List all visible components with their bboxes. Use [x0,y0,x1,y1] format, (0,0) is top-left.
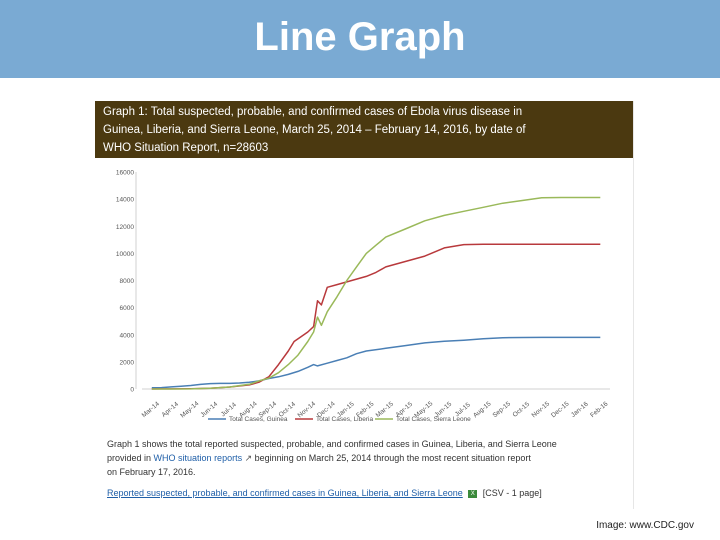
series-line-0 [151,336,601,389]
legend-label: Total Cases, Guinea [229,416,288,423]
y-tick-label: 12000 [116,224,134,231]
series-lines [151,196,601,390]
y-tick-label: 16000 [116,170,134,177]
download-row: Reported suspected, probable, and confir… [107,488,633,498]
x-tick-label: Feb-16 [589,400,610,419]
x-tick-label: Mar-14 [141,400,162,419]
who-situation-reports-link[interactable]: WHO situation reports [153,453,243,463]
y-tick-label: 2000 [120,359,135,366]
title-banner: Line Graph [0,0,720,78]
description-text-3: beginning on March 25, 2014 through the … [254,453,531,463]
graph-header-line-2: Guinea, Liberia, and Sierra Leone, March… [103,124,526,136]
graph-header: Graph 1: Total suspected, probable, and … [95,101,633,158]
x-tick-label: Mar-15 [375,400,396,419]
graph-panel: Graph 1: Total suspected, probable, and … [95,101,634,509]
ebola-line-chart: 0 2000 4000 6000 8000 10000 12000 14000 16000 Ma… [116,170,610,423]
x-tick-label: Oct-15 [512,401,532,419]
description-text-2: provided in [107,453,152,463]
y-tick-label: 4000 [120,332,135,339]
x-tick-label: Nov-15 [531,400,552,419]
graph-header-line-3: WHO Situation Report, n=28603 [103,142,269,154]
external-link-icon: ↗ [244,453,253,463]
graph-description: Graph 1 shows the total reported suspect… [107,437,633,479]
x-tick-label: Jun-14 [199,401,219,419]
x-tick-label: Dec-15 [550,400,571,419]
cases-data-download-link[interactable]: Reported suspected, probable, and confir… [107,488,463,498]
y-tick-label: 14000 [116,197,134,204]
x-tick-label: Sep-15 [492,400,513,419]
y-tick-label: 0 [130,387,134,394]
y-tick-label: 6000 [120,305,135,312]
x-tick-label: Aug-15 [472,400,493,419]
image-credit: Image: www.CDC.gov [596,520,694,531]
y-tick-label: 10000 [116,251,134,258]
description-text-4: on February 17, 2016. [107,467,196,477]
y-tick-label: 8000 [120,278,135,285]
spreadsheet-icon: X [468,489,478,498]
csv-label: [CSV - 1 page] [482,488,542,498]
description-text-1: Graph 1 shows the total reported suspect… [107,439,557,449]
x-tick-label: Apr-14 [161,401,181,419]
x-axis: Mar-14 Apr-14 May-14 Jun-14 Jul-14 Aug-14Sep-… [141,388,610,420]
slide-title: Line Graph [254,15,466,59]
legend-label: Total Cases, Liberia [316,416,373,423]
x-tick-label: Jan-16 [570,401,590,419]
series-line-2 [151,196,601,390]
y-axis: 0 2000 4000 6000 8000 10000 12000 14000 16000 [116,170,137,394]
x-tick-label: May-14 [179,400,200,420]
legend-label: Total Cases, Sierra Leone [396,416,471,423]
series-line-1 [151,243,601,390]
chart-legend: Total Cases, Guinea Total Cases, Liberia T… [208,416,471,423]
graph-header-line-1: Graph 1: Total suspected, probable, and … [103,106,523,118]
x-tick-label: Nov-14 [297,400,318,419]
